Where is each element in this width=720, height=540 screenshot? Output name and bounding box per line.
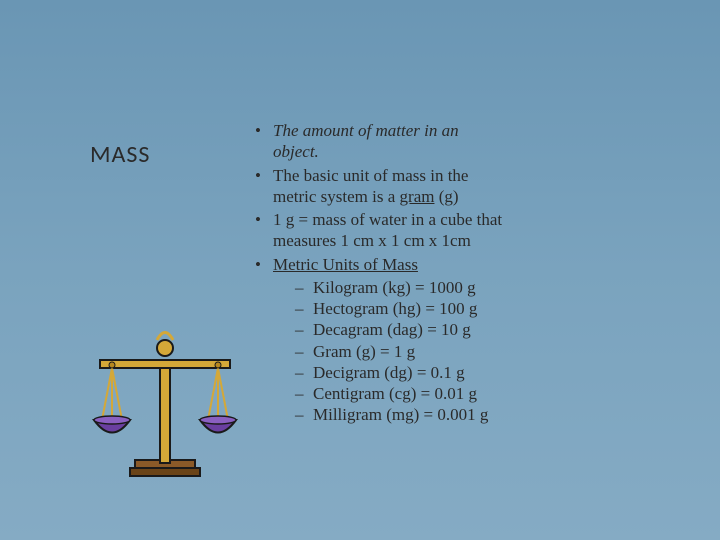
bullet-text: metric system is a xyxy=(273,187,400,206)
unit-centigram: Centigram (cg) = 0.01 g xyxy=(295,383,675,404)
balance-scale-icon xyxy=(80,310,250,480)
bullet-basic-unit: The basic unit of mass in the metric sys… xyxy=(255,165,675,208)
unit-decigram: Decigram (dg) = 0.1 g xyxy=(295,362,675,383)
slide-title: MASS xyxy=(90,140,150,169)
bullet-metric-units: Metric Units of Mass Kilogram (kg) = 100… xyxy=(255,254,675,426)
unit-kilogram: Kilogram (kg) = 1000 g xyxy=(295,277,675,298)
bullet-text: measures 1 cm x 1 cm x 1cm xyxy=(273,231,471,250)
bullet-definition: The amount of matter in an object. xyxy=(255,120,675,163)
unit-gram: Gram (g) = 1 g xyxy=(295,341,675,362)
bullet-water-cube: 1 g = mass of water in a cube that measu… xyxy=(255,209,675,252)
bullet-text: object. xyxy=(273,142,319,161)
units-sublist: Kilogram (kg) = 1000 g Hectogram (hg) = … xyxy=(295,277,675,426)
unit-milligram: Milligram (mg) = 0.001 g xyxy=(295,404,675,425)
unit-decagram: Decagram (dag) = 10 g xyxy=(295,319,675,340)
bullet-text: Metric Units of Mass xyxy=(273,255,418,274)
bullet-text: 1 g = mass of water in a cube that xyxy=(273,210,502,229)
bullet-text: The basic unit of mass in the xyxy=(273,166,468,185)
unit-hectogram: Hectogram (hg) = 100 g xyxy=(295,298,675,319)
main-bullet-list: The amount of matter in an object. The b… xyxy=(255,120,675,426)
bullet-text: (g) xyxy=(434,187,458,206)
content-area: The amount of matter in an object. The b… xyxy=(255,120,675,428)
gram-underline: gram xyxy=(400,187,435,206)
bullet-text: The amount of matter in an xyxy=(273,121,459,140)
